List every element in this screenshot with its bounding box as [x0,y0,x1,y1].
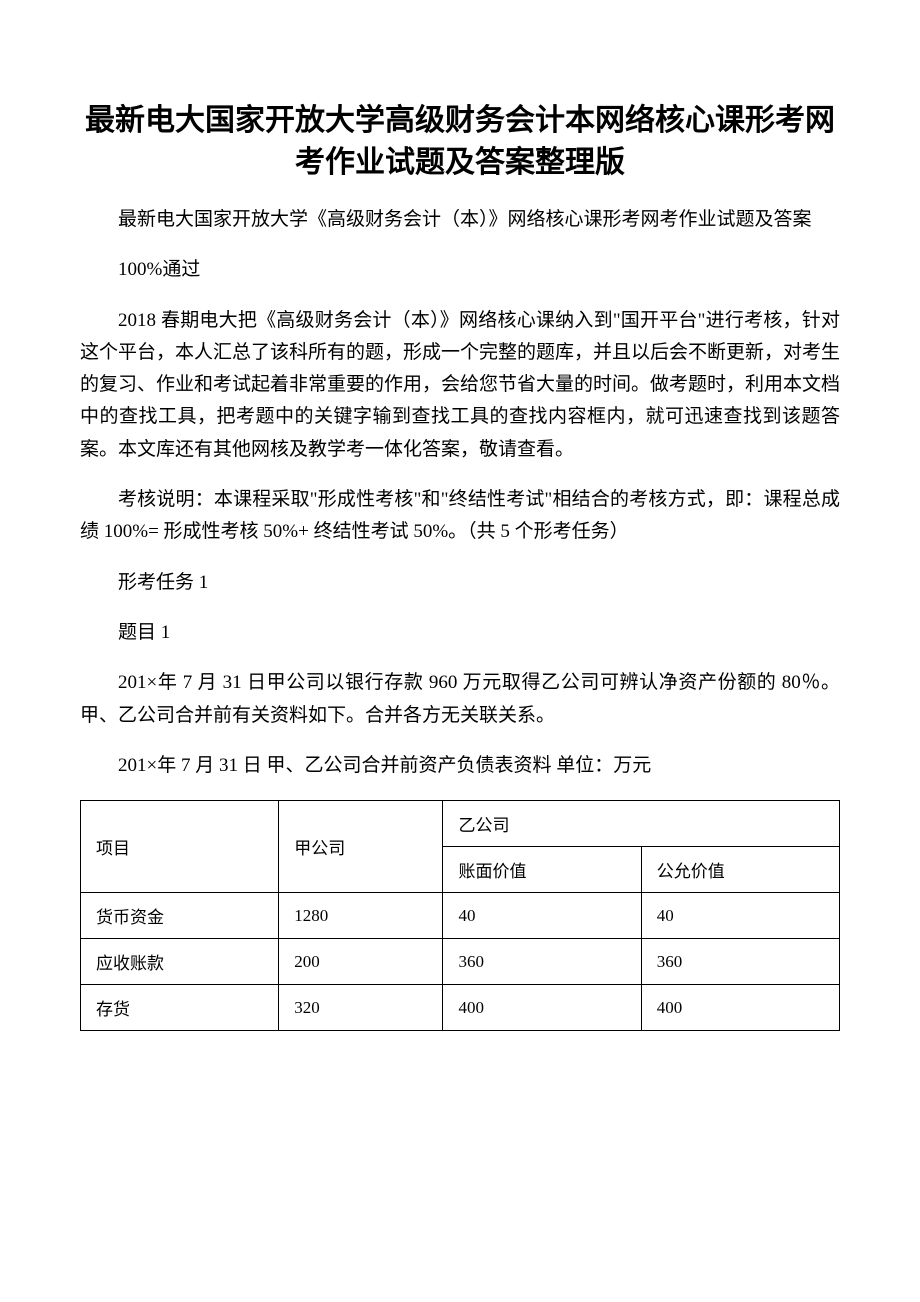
table-cell: 1280 [279,893,443,939]
table-cell: 存货 [81,985,279,1031]
table-cell: 400 [641,985,839,1031]
table-cell: 400 [443,985,641,1031]
paragraph-question-body: 201×年 7 月 31 日甲公司以银行存款 960 万元取得乙公司可辨认净资产… [80,667,840,732]
table-row: 货币资金 1280 40 40 [81,893,840,939]
document-container: 最新电大国家开放大学高级财务会计本网络核心课形考网考作业试题及答案整理版 最新电… [80,100,840,1031]
table-header-company-a: 甲公司 [279,801,443,893]
table-header-fair-value: 公允价值 [641,847,839,893]
table-header-row-1: 项目 甲公司 乙公司 [81,801,840,847]
table-header-item: 项目 [81,801,279,893]
paragraph-table-caption: 201×年 7 月 31 日 甲、乙公司合并前资产负债表资料 单位：万元 [80,750,840,782]
table-cell: 应收账款 [81,939,279,985]
document-title: 最新电大国家开放大学高级财务会计本网络核心课形考网考作业试题及答案整理版 [80,100,840,184]
table-header-company-b: 乙公司 [443,801,840,847]
table-cell: 40 [641,893,839,939]
table-cell: 360 [443,939,641,985]
balance-sheet-table: 项目 甲公司 乙公司 账面价值 公允价值 货币资金 1280 40 40 应收账… [80,800,840,1031]
table-cell: 货币资金 [81,893,279,939]
paragraph-pass-rate: 100%通过 [118,254,840,286]
table-cell: 320 [279,985,443,1031]
paragraph-intro: 2018 春期电大把《高级财务会计（本）》网络核心课纳入到"国开平台"进行考核，… [80,305,840,466]
table-cell: 200 [279,939,443,985]
paragraph-subtitle: 最新电大国家开放大学《高级财务会计（本）》网络核心课形考网考作业试题及答案 [80,204,840,236]
table-row: 应收账款 200 360 360 [81,939,840,985]
table-cell: 40 [443,893,641,939]
paragraph-assessment: 考核说明：本课程采取"形成性考核"和"终结性考试"相结合的考核方式，即：课程总成… [80,484,840,549]
table-header-book-value: 账面价值 [443,847,641,893]
table-cell: 360 [641,939,839,985]
paragraph-task-heading: 形考任务 1 [118,567,840,599]
paragraph-question-heading: 题目 1 [118,617,840,649]
table-row: 存货 320 400 400 [81,985,840,1031]
